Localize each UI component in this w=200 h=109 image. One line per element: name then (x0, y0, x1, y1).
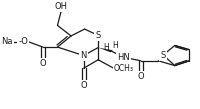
Text: OCH₃: OCH₃ (114, 64, 134, 73)
Text: H: H (113, 41, 118, 50)
Text: Na: Na (1, 37, 13, 46)
Text: O: O (138, 72, 144, 81)
Text: O: O (80, 81, 87, 90)
Text: H: H (103, 43, 109, 52)
Text: -O: -O (19, 37, 28, 46)
Text: HN: HN (117, 53, 130, 62)
Text: O: O (40, 59, 46, 68)
Text: S: S (96, 31, 101, 40)
Text: OH: OH (55, 2, 68, 11)
Text: S: S (161, 50, 166, 60)
Text: N: N (80, 51, 87, 60)
Polygon shape (98, 48, 113, 52)
